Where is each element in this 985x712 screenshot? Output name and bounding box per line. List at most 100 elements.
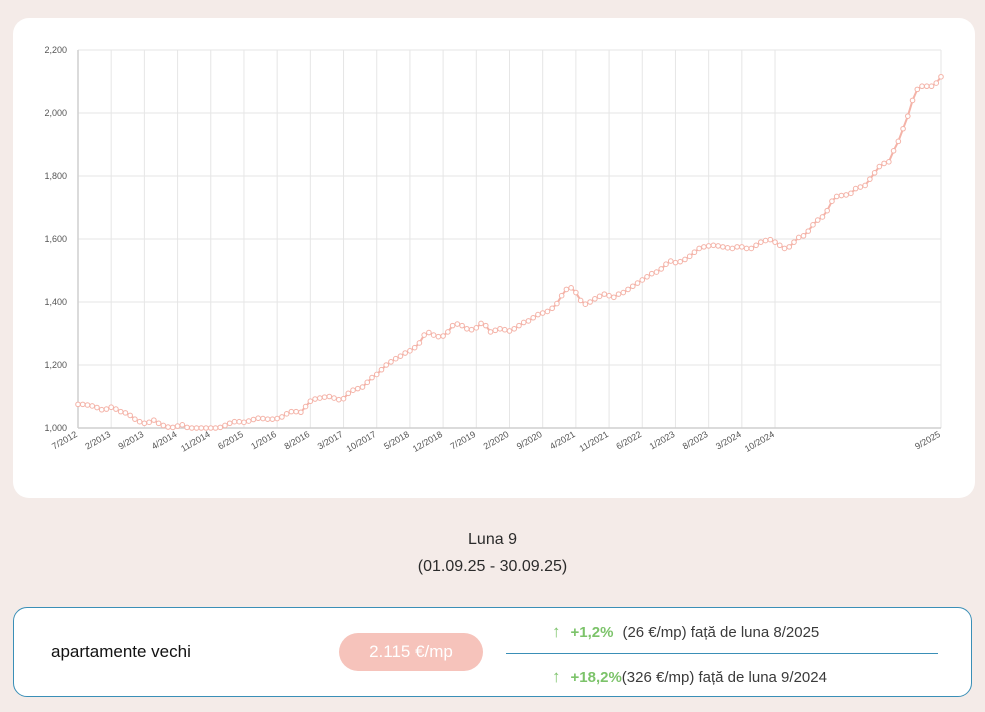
data-point[interactable]	[876, 163, 883, 170]
data-point[interactable]	[677, 258, 684, 265]
data-point[interactable]	[852, 185, 859, 192]
data-point[interactable]	[293, 408, 299, 415]
data-point[interactable]	[426, 329, 432, 336]
data-point[interactable]	[596, 293, 603, 300]
data-point[interactable]	[786, 244, 793, 250]
data-point[interactable]	[568, 285, 574, 291]
data-point[interactable]	[189, 425, 195, 431]
data-point[interactable]	[279, 414, 285, 420]
data-point[interactable]	[833, 193, 840, 200]
data-point[interactable]	[497, 325, 503, 332]
data-point[interactable]	[776, 242, 783, 249]
data-point[interactable]	[383, 362, 390, 368]
data-point[interactable]	[155, 420, 162, 427]
data-point[interactable]	[482, 322, 489, 329]
data-point[interactable]	[359, 384, 366, 390]
data-point[interactable]	[620, 289, 627, 296]
data-point[interactable]	[103, 406, 110, 412]
data-point[interactable]	[84, 402, 91, 408]
data-point[interactable]	[250, 416, 257, 423]
data-point[interactable]	[411, 344, 418, 351]
data-point[interactable]	[478, 320, 484, 327]
data-point[interactable]	[625, 286, 631, 293]
data-point[interactable]	[724, 245, 731, 251]
data-point[interactable]	[696, 245, 702, 252]
data-point[interactable]	[715, 243, 721, 249]
data-point[interactable]	[255, 415, 261, 422]
data-point[interactable]	[592, 296, 598, 302]
data-point[interactable]	[440, 333, 446, 339]
data-point[interactable]	[905, 113, 911, 119]
data-point[interactable]	[198, 425, 205, 431]
data-point[interactable]	[392, 355, 399, 362]
data-point[interactable]	[335, 396, 342, 403]
data-point[interactable]	[563, 286, 570, 293]
data-point[interactable]	[373, 371, 380, 378]
data-point[interactable]	[459, 322, 465, 329]
data-point[interactable]	[705, 243, 712, 249]
data-point[interactable]	[611, 294, 617, 301]
data-point[interactable]	[487, 329, 494, 335]
data-point[interactable]	[113, 406, 119, 412]
data-point[interactable]	[648, 270, 655, 277]
data-point[interactable]	[492, 327, 499, 334]
data-point[interactable]	[606, 292, 612, 299]
data-point[interactable]	[928, 83, 935, 90]
data-point[interactable]	[658, 266, 665, 272]
data-point[interactable]	[207, 425, 214, 431]
data-point[interactable]	[601, 291, 608, 297]
data-point[interactable]	[117, 408, 124, 415]
data-point[interactable]	[758, 239, 764, 245]
data-point[interactable]	[739, 244, 745, 250]
data-point[interactable]	[89, 403, 96, 409]
data-point[interactable]	[914, 86, 921, 93]
data-point[interactable]	[701, 244, 707, 250]
data-point[interactable]	[312, 396, 318, 402]
data-point[interactable]	[767, 236, 774, 243]
data-point[interactable]	[241, 419, 247, 426]
data-point[interactable]	[762, 237, 769, 244]
data-point[interactable]	[862, 182, 868, 189]
data-point[interactable]	[890, 148, 897, 154]
data-point[interactable]	[814, 217, 821, 223]
data-point[interactable]	[132, 416, 138, 422]
data-point[interactable]	[174, 423, 181, 429]
data-point[interactable]	[667, 258, 674, 264]
data-point[interactable]	[416, 340, 423, 346]
data-point[interactable]	[141, 420, 148, 427]
data-point[interactable]	[369, 374, 375, 381]
data-point[interactable]	[909, 97, 916, 104]
data-point[interactable]	[810, 222, 816, 228]
data-point[interactable]	[354, 385, 361, 392]
data-point[interactable]	[848, 190, 854, 197]
data-point[interactable]	[682, 256, 688, 263]
data-point[interactable]	[558, 292, 565, 299]
data-point[interactable]	[629, 283, 636, 290]
data-point[interactable]	[122, 410, 129, 416]
data-point[interactable]	[170, 424, 176, 431]
data-point[interactable]	[260, 415, 266, 422]
data-point[interactable]	[245, 418, 252, 424]
data-point[interactable]	[217, 424, 224, 431]
data-point[interactable]	[430, 332, 437, 338]
data-point[interactable]	[226, 420, 233, 427]
data-point[interactable]	[449, 322, 456, 329]
data-point[interactable]	[454, 321, 461, 327]
data-point[interactable]	[75, 401, 81, 408]
data-point[interactable]	[573, 289, 579, 296]
data-point[interactable]	[402, 350, 408, 356]
data-point[interactable]	[895, 138, 902, 145]
data-point[interactable]	[307, 398, 314, 405]
data-point[interactable]	[283, 411, 290, 417]
data-point[interactable]	[94, 404, 100, 411]
data-point[interactable]	[160, 422, 167, 429]
data-point[interactable]	[331, 395, 337, 401]
data-point[interactable]	[516, 322, 522, 329]
data-point[interactable]	[582, 301, 589, 308]
data-point[interactable]	[378, 366, 385, 373]
data-point[interactable]	[544, 308, 551, 315]
data-point[interactable]	[829, 198, 835, 204]
data-point[interactable]	[127, 412, 133, 419]
data-point[interactable]	[734, 244, 740, 250]
data-point[interactable]	[136, 418, 143, 425]
